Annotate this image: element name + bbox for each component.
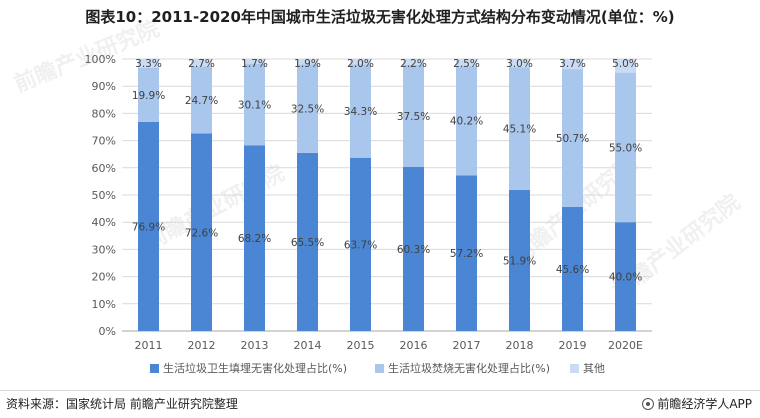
bar-segment-2 [350,64,371,158]
bar-segment-2 [244,63,265,146]
data-label: 19.9% [132,90,165,102]
legend-swatch-2 [375,364,384,373]
bar-segment-3 [297,59,318,65]
bar-segment-3 [562,59,583,70]
data-label: 40.2% [450,116,483,128]
brand-mark: 前瞻经济学人APP [642,395,752,412]
bar-segment-3 [509,59,530,68]
y-tick-label: 70% [92,135,116,148]
data-label: 2.7% [188,58,215,70]
data-label: 51.9% [503,255,536,267]
data-label: 3.3% [135,58,162,70]
data-label: 3.7% [559,58,586,70]
brand-name: 前瞻经济学人APP [657,397,752,411]
data-label: 30.1% [238,100,271,112]
y-tick-label: 90% [92,80,116,93]
y-tick-label: 40% [92,216,116,229]
x-tick-label: 2013 [241,339,269,352]
data-label: 72.6% [185,227,218,239]
legend-label-1: 生活垃圾卫生填埋无害化处理占比(%) [163,361,347,375]
bar-segment-2 [562,69,583,207]
bar-segment-3 [615,59,636,73]
data-label: 1.9% [294,58,321,70]
data-label: 24.7% [185,95,218,107]
x-tick-label: 2019 [559,339,587,352]
y-tick-label: 10% [92,298,116,311]
bar-segment-2 [615,72,636,223]
bar-segment-3 [191,59,212,67]
bar-segment-2 [509,67,530,190]
data-label: 2.2% [400,58,427,70]
bar-segment-3 [350,59,371,65]
legend-label-2: 生活垃圾焚烧无害化处理占比(%) [388,361,550,375]
data-label: 55.0% [609,142,642,154]
source-note: 资料来源：国家统计局 前瞻产业研究院整理 [6,397,238,411]
bar-segment-1 [509,189,530,331]
bar-segment-3 [403,59,424,65]
legend-swatch-1 [150,364,159,373]
stacked-bar-chart: 前瞻产业研究院前瞻产业研究院前瞻产业研究院前瞻产业研究院0%10%20%30%4… [11,16,746,375]
bar-segment-1 [191,133,212,331]
bar-segment-1 [138,121,159,331]
data-label: 5.0% [612,58,639,70]
bar-segment-1 [350,157,371,331]
x-tick-label: 2016 [400,339,428,352]
bar-segment-1 [615,222,636,331]
y-tick-label: 100% [85,53,116,66]
data-label: 50.7% [556,133,589,145]
x-tick-label: 2020E [608,339,643,352]
bar-segment-2 [456,66,477,176]
data-label: 37.5% [397,111,430,123]
bar-segment-3 [244,59,265,64]
y-tick-label: 30% [92,243,116,256]
data-label: 3.0% [506,58,533,70]
data-label: 2.5% [453,58,480,70]
bar-segment-1 [456,175,477,331]
legend-label-3: 其他 [583,362,605,375]
y-tick-label: 80% [92,107,116,120]
x-tick-label: 2017 [453,339,481,352]
data-label: 32.5% [291,104,324,116]
data-label: 45.6% [556,264,589,276]
data-label: 76.9% [132,221,165,233]
bar-segment-3 [456,59,477,67]
bar-segment-1 [244,145,265,331]
data-label: 65.5% [291,237,324,249]
data-label: 34.3% [344,106,377,118]
footer: 资料来源：国家统计局 前瞻产业研究院整理 前瞻经济学人APP [0,392,760,414]
data-label: 63.7% [344,239,377,251]
x-tick-label: 2015 [347,339,375,352]
legend-swatch-3 [570,364,579,373]
bar-segment-2 [138,67,159,122]
bar-segment-2 [403,64,424,167]
y-tick-label: 60% [92,162,116,175]
data-label: 57.2% [450,248,483,260]
data-label: 2.0% [347,58,374,70]
bar-segment-1 [297,152,318,331]
y-tick-label: 20% [92,271,116,284]
x-tick-label: 2018 [506,339,534,352]
bar-segment-3 [138,58,159,68]
y-tick-label: 0% [99,325,116,338]
data-label: 45.1% [503,123,536,135]
y-tick-label: 50% [92,189,116,202]
brand-logo-icon [642,397,655,410]
x-tick-label: 2012 [188,339,216,352]
data-label: 40.0% [609,272,642,284]
bar-segment-1 [562,206,583,331]
bar-segment-2 [297,64,318,153]
data-label: 1.7% [241,58,268,70]
x-tick-label: 2011 [135,339,163,352]
chart-title: 图表10：2011-2020年中国城市生活垃圾无害化处理方式结构分布变动情况(单… [85,8,675,26]
x-tick-label: 2014 [294,339,322,352]
data-label: 68.2% [238,233,271,245]
footer-divider [0,390,760,391]
data-label: 60.3% [397,244,430,256]
bar-segment-2 [191,66,212,134]
bar-segment-1 [403,166,424,331]
